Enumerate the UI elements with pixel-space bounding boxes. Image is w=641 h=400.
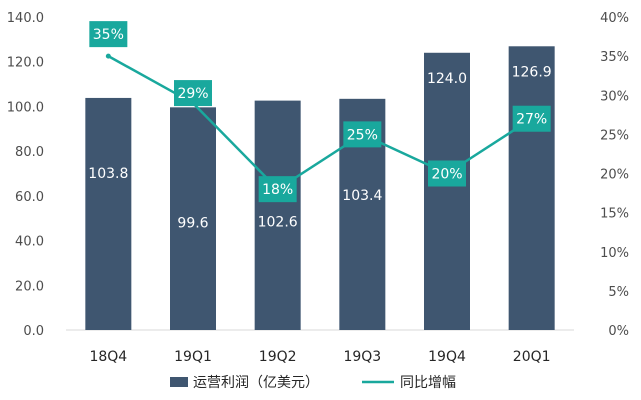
y-left-tick-label: 20.0 (15, 279, 44, 294)
labels-layer: 103.8 99.6 102.6 103.4 124.0 126.9 35% 29% 18% 25… (88, 21, 552, 231)
y-right-tick-label: 10% (600, 246, 629, 261)
pct-label-box: 29% (174, 80, 212, 107)
bar (170, 107, 216, 330)
legend-label-line: 同比增幅 (400, 375, 456, 391)
bar (508, 46, 555, 331)
x-tick-label: 18Q4 (89, 349, 127, 365)
axes-layer: 0.0 20.0 40.0 60.0 80.0 100.0 120.0 140.0 0% 5% 10… (7, 11, 629, 365)
bar-value-label: 103.4 (342, 188, 382, 204)
bar-value-label: 103.8 (88, 166, 128, 182)
pct-label-bg (258, 176, 297, 203)
pct-label-bg (512, 105, 551, 132)
line-point (105, 53, 111, 59)
x-tick-label: 20Q1 (513, 349, 551, 365)
y-right-tick-label: 15% (600, 207, 629, 222)
bar-value-label: 102.6 (258, 215, 298, 231)
legend-swatch-bar (170, 377, 188, 387)
bar (85, 97, 132, 330)
legend: 运营利润（亿美元） 同比增幅 (170, 375, 456, 391)
bar (424, 52, 470, 331)
bar-value-label: 99.6 (177, 215, 208, 231)
pct-label-box: 25% (343, 121, 382, 148)
x-tick-label: 19Q4 (428, 349, 466, 365)
pct-label-bg (174, 80, 212, 107)
y-right-tick-label: 5% (608, 285, 629, 300)
x-tick-label: 19Q3 (343, 349, 381, 365)
x-tick-label: 19Q2 (259, 349, 297, 365)
pct-label-bg (343, 121, 382, 148)
y-right-tick-label: 30% (600, 89, 629, 104)
pct-label-text: 18% (262, 182, 293, 198)
y-left-tick-label: 80.0 (15, 145, 44, 160)
pct-label-bg (428, 160, 466, 187)
pct-label-box: 35% (89, 21, 128, 48)
pct-label-text: 35% (93, 27, 124, 43)
y-left-tick-label: 0.0 (23, 324, 44, 339)
pct-label-box: 18% (258, 176, 297, 203)
bars-layer (85, 46, 555, 331)
y-right-tick-label: 40% (600, 11, 629, 26)
y-left-tick-label: 140.0 (7, 11, 44, 26)
y-right-tick-label: 20% (600, 168, 629, 183)
y-left-tick-label: 100.0 (7, 100, 44, 115)
y-left-tick-label: 120.0 (7, 56, 44, 71)
y-right-tick-label: 25% (600, 128, 629, 143)
pct-label-box: 27% (512, 105, 551, 132)
pct-label-bg (89, 21, 128, 48)
pct-label-box: 20% (428, 160, 466, 187)
legend-label-bar: 运营利润（亿美元） (193, 375, 319, 391)
pct-label-text: 20% (431, 167, 462, 183)
x-tick-label: 19Q1 (174, 349, 212, 365)
y-right-tick-label: 35% (600, 50, 629, 65)
y-left-tick-label: 60.0 (15, 190, 44, 205)
bar-value-label: 126.9 (512, 64, 552, 80)
pct-label-text: 29% (177, 86, 208, 102)
bar-value-label: 124.0 (427, 71, 467, 87)
y-right-tick-label: 0% (608, 324, 629, 339)
bar (254, 100, 301, 330)
pct-label-text: 25% (347, 127, 378, 143)
y-left-tick-label: 40.0 (15, 235, 44, 250)
pct-label-text: 27% (516, 112, 547, 128)
